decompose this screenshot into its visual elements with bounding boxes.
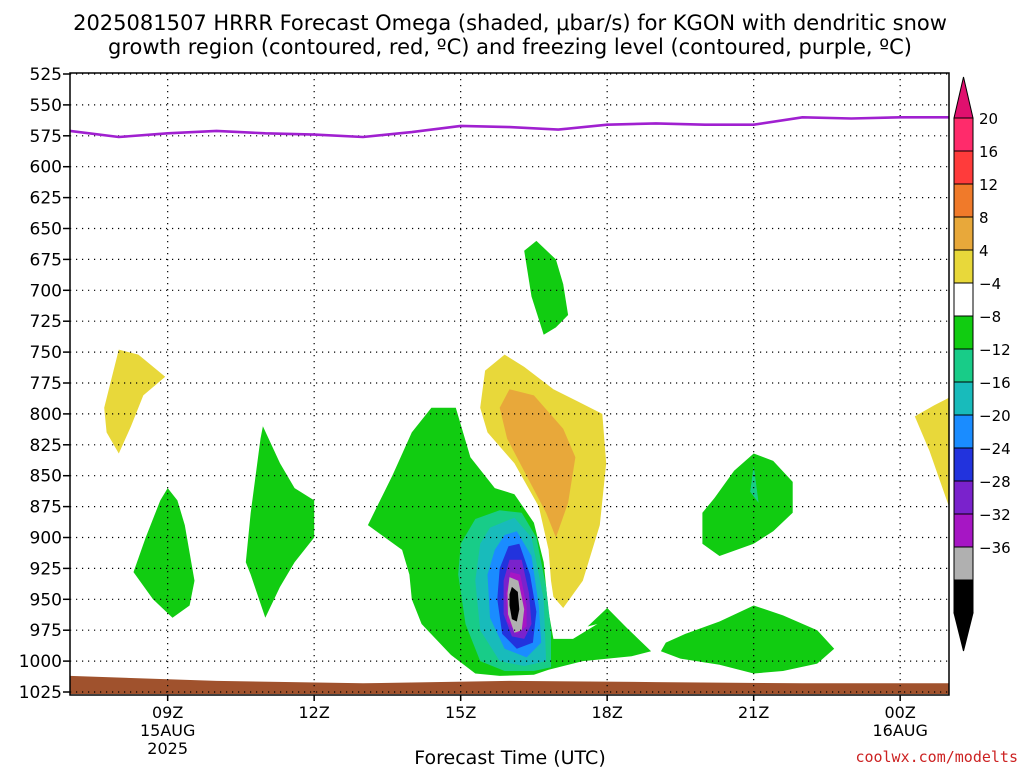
colorbar: 20 16 12 8 4 −4 −8 −12 −16 −20 −24 −28 −32 −36	[953, 76, 1011, 652]
y-tick-label-950: 950	[30, 590, 62, 610]
colorbar-label-12: −32	[979, 506, 1011, 524]
y-tick-label-925: 925	[30, 559, 62, 579]
omega-region-16	[702, 453, 793, 556]
terrain-band	[70, 675, 949, 694]
y-tick-label-600: 600	[30, 158, 62, 178]
omega-region-4	[133, 488, 195, 618]
x-axis-label: Forecast Time (UTC)	[414, 747, 605, 768]
colorbar-label-9: −20	[979, 407, 1011, 425]
plot-frame	[69, 72, 950, 696]
y-axis-ticks: 525 550 575 600 625 650 675 700 725 750 775 800 825 8…	[19, 65, 70, 703]
colorbar-swatch-13	[953, 546, 974, 581]
colorbar-label-0: 20	[979, 110, 998, 128]
omega-region-3	[914, 397, 949, 507]
colorbar-label-2: 12	[979, 176, 998, 194]
colorbar-swatch-10	[953, 447, 974, 482]
colorbar-swatch-1	[953, 150, 974, 185]
colorbar-swatch-3	[953, 216, 974, 251]
colorbar-swatch-9	[953, 414, 974, 449]
chart-title-line2: growth region (contoured, red, ºC) and f…	[108, 35, 912, 59]
y-tick-label-525: 525	[30, 65, 62, 85]
omega-region-5	[245, 426, 315, 618]
x-tick-label-24: 00Z	[885, 703, 916, 722]
omega-region-6	[524, 240, 569, 335]
y-tick-label-575: 575	[30, 127, 62, 147]
y-tick-label-750: 750	[30, 343, 62, 363]
colorbar-label-6: −8	[979, 308, 1001, 326]
y-tick-label-975: 975	[30, 621, 62, 641]
colorbar-swatch-14	[953, 579, 974, 614]
y-tick-label-700: 700	[30, 281, 62, 301]
colorbar-swatch-6	[953, 315, 974, 350]
colorbar-label-8: −16	[979, 374, 1011, 392]
y-tick-label-1025: 1025	[19, 683, 62, 703]
x-tick-label-9: 09Z	[152, 703, 183, 722]
colorbar-swatch-2	[953, 183, 974, 218]
y-tick-label-725: 725	[30, 312, 62, 332]
colorbar-label-11: −28	[979, 473, 1011, 491]
colorbar-swatch-4	[953, 249, 974, 284]
colorbar-swatch-12	[953, 513, 974, 548]
y-tick-label-775: 775	[30, 374, 62, 394]
colorbar-swatch-0	[953, 117, 974, 152]
omega-region-15	[509, 586, 520, 622]
y-tick-label-825: 825	[30, 436, 62, 456]
freezing-level-contour	[69, 116, 949, 139]
y-tick-label-675: 675	[30, 250, 62, 270]
omega-region-2	[499, 389, 576, 538]
x-tick-label-15: 15Z	[445, 703, 476, 722]
colorbar-label-7: −12	[979, 341, 1011, 359]
colorbar-swatch-5	[953, 282, 974, 317]
colorbar-top-arrow	[953, 76, 974, 119]
grid-lines	[70, 73, 949, 695]
omega-region-18	[660, 605, 835, 674]
colorbar-swatch-11	[953, 480, 974, 515]
x-tick-label-18: 18Z	[592, 703, 623, 722]
colorbar-label-10: −24	[979, 440, 1011, 458]
y-tick-label-800: 800	[30, 405, 62, 425]
colorbar-label-5: −4	[979, 275, 1001, 293]
y-tick-label-550: 550	[30, 96, 62, 116]
colorbar-swatch-8	[953, 381, 974, 416]
y-tick-label-1000: 1000	[19, 652, 62, 672]
omega-shading	[70, 240, 949, 694]
y-tick-label-650: 650	[30, 220, 62, 240]
x-tick-year-9: 2025	[147, 739, 188, 758]
colorbar-label-1: 16	[979, 143, 998, 161]
colorbar-bottom-arrow	[953, 612, 974, 652]
y-tick-label-850: 850	[30, 467, 62, 487]
chart-title-line1: 2025081507 HRRR Forecast Omega (shaded, …	[73, 11, 947, 35]
y-tick-label-875: 875	[30, 498, 62, 518]
colorbar-label-3: 8	[979, 209, 989, 227]
credit-text: coolwx.com/modelts	[855, 748, 1018, 766]
x-tick-label-21: 21Z	[738, 703, 769, 722]
freezing-level-line	[69, 116, 949, 139]
y-tick-label-625: 625	[30, 189, 62, 209]
colorbar-swatch-7	[953, 348, 974, 383]
omega-region-17	[750, 465, 759, 503]
colorbar-label-13: −36	[979, 539, 1011, 557]
x-tick-label-12: 12Z	[299, 703, 330, 722]
x-tick-date-24: 16AUG	[872, 721, 927, 740]
omega-region-0	[104, 349, 166, 454]
y-tick-label-900: 900	[30, 529, 62, 549]
x-tick-date-9: 15AUG	[140, 721, 195, 740]
colorbar-label-4: 4	[979, 242, 989, 260]
